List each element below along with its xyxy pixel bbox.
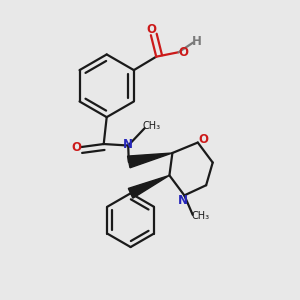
- Text: N: N: [123, 138, 133, 151]
- Text: O: O: [198, 133, 208, 146]
- Text: CH₃: CH₃: [142, 121, 160, 131]
- Polygon shape: [128, 176, 170, 198]
- Text: O: O: [71, 140, 81, 154]
- Text: CH₃: CH₃: [192, 211, 210, 221]
- Text: N: N: [178, 194, 188, 207]
- Text: O: O: [146, 23, 156, 36]
- Text: O: O: [178, 46, 188, 59]
- Text: H: H: [192, 35, 202, 48]
- Polygon shape: [128, 153, 172, 168]
